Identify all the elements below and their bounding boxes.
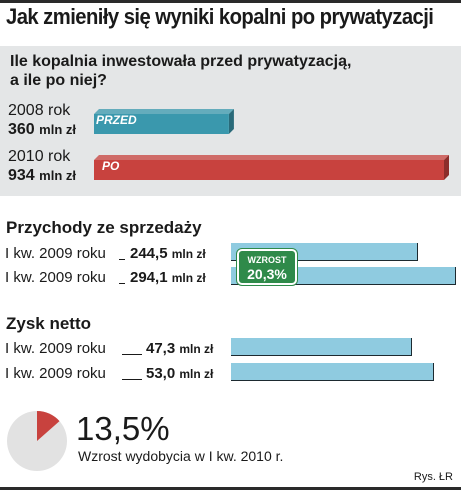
- revenue-label-1: I kw. 2009 roku: [5, 245, 106, 262]
- investment-value-2008: 360: [8, 121, 35, 138]
- growth-badge: WZROST 20,3%: [237, 249, 297, 285]
- investment-bar: [94, 160, 444, 180]
- credit-line: Rys. ŁR: [413, 471, 453, 483]
- revenue-label-2: I kw. 2009 roku: [5, 269, 106, 286]
- investment-bar-side: [444, 155, 449, 180]
- revenue-value-2: 294,1: [130, 269, 168, 286]
- revenue-value-1: 244,5: [130, 245, 168, 262]
- profit-label-2: I kw. 2009 roku: [5, 365, 106, 382]
- investment-question-line1: Ile kopalnia inwestowała przed prywatyza…: [10, 53, 352, 70]
- profit-unit-2: mln zł: [179, 367, 214, 381]
- investment-unit-2008: mln zł: [39, 122, 76, 137]
- top-rule: [0, 0, 461, 3]
- profit-value-2: 53,0: [146, 365, 176, 382]
- investment-question-line2: a ile po niej?: [10, 72, 107, 89]
- profit-title: Zysk netto: [6, 314, 92, 333]
- profit-amount-1: 47,3 mln zł: [146, 340, 213, 357]
- profit-label-1: I kw. 2009 roku: [5, 340, 106, 357]
- investment-year-2010: 2010 rok: [8, 148, 71, 165]
- leader-line: [119, 283, 125, 284]
- revenue-unit-2: mln zł: [171, 271, 206, 285]
- page-title: Jak zmieniły się wyniki kopalni po prywa…: [6, 4, 434, 29]
- leader-line: [122, 354, 142, 355]
- revenue-unit-1: mln zł: [171, 247, 206, 261]
- production-caption: Wzrost wydobycia w I kw. 2010 r.: [78, 448, 284, 464]
- leader-line: [122, 379, 142, 380]
- investment-bars: [94, 109, 449, 180]
- profit-amount-2: 53,0 mln zł: [146, 365, 213, 382]
- investment-amount-2010: 934 mln zł: [8, 167, 76, 185]
- investment-amount-2008: 360 mln zł: [8, 121, 76, 139]
- revenue-title: Przychody ze sprzedaży: [6, 218, 202, 237]
- bar-tag-before: PRZED: [96, 113, 137, 127]
- profit-bar-1: [231, 338, 412, 356]
- investment-bar-top: [94, 109, 234, 114]
- revenue-amount-2: 294,1 mln zł: [130, 269, 206, 286]
- profit-value-1: 47,3: [146, 340, 176, 357]
- production-percent: 13,5%: [76, 410, 170, 447]
- bottom-rule: [0, 487, 461, 490]
- investment-bar-side: [228, 109, 234, 134]
- pie-slice: [37, 411, 60, 441]
- profit-unit-1: mln zł: [179, 342, 214, 356]
- revenue-amount-1: 244,5 mln zł: [130, 245, 206, 262]
- investment-value-2010: 934: [8, 167, 35, 184]
- investment-bar-top: [94, 155, 449, 160]
- investment-bar: [94, 114, 229, 134]
- bar-tag-after: PO: [102, 159, 120, 173]
- leader-line: [119, 259, 125, 260]
- investment-year-2008: 2008 rok: [8, 102, 71, 119]
- growth-badge-value: 20,3%: [247, 266, 287, 282]
- growth-badge-label: WZROST: [247, 255, 287, 265]
- investment-unit-2010: mln zł: [39, 168, 76, 183]
- profit-bar-2: [231, 363, 434, 381]
- production-pie: [7, 411, 67, 471]
